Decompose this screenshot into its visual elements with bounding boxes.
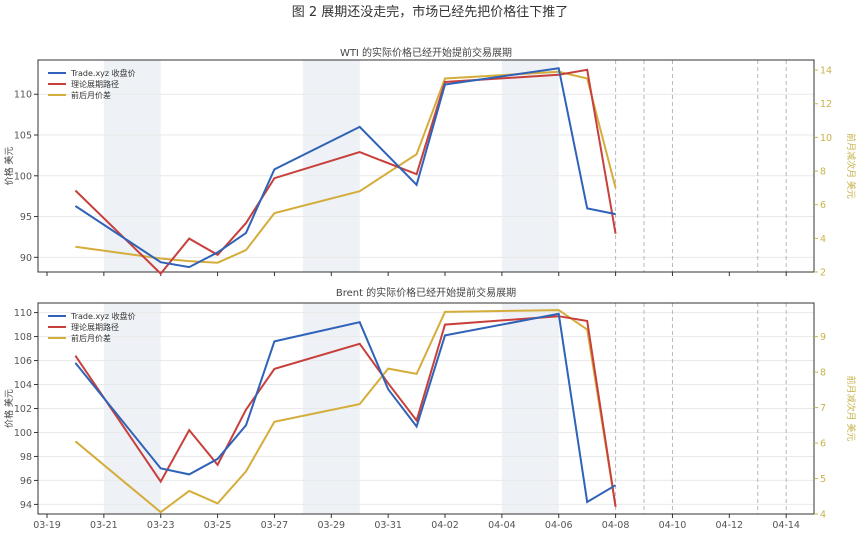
legend-label: Trade.xyz 收盘价	[70, 68, 136, 78]
x-tick-label: 03-25	[204, 520, 232, 531]
legend-label: 前后月价差	[71, 90, 111, 100]
x-tick-label: 04-08	[602, 520, 630, 531]
y-right-tick-label: 6	[820, 439, 826, 450]
y-right-tick-label: 5	[820, 474, 826, 485]
x-tick-label: 03-19	[33, 520, 61, 531]
series-line-1	[74, 68, 617, 276]
brent-chart-panel: Brent 的实际价格已经开始提前交易展期9496981001021041061…	[3, 286, 857, 531]
y-right-tick-label: 2	[820, 268, 826, 279]
y-axis-label: 价格 美元	[3, 147, 15, 186]
y-right-tick-label: 12	[820, 99, 832, 110]
legend-label: 前后月价差	[71, 333, 111, 343]
y-tick-label: 110	[14, 90, 32, 101]
y-axis-label: 价格 美元	[3, 389, 15, 428]
y-tick-label: 108	[14, 332, 32, 343]
y-right-tick-label: 14	[820, 66, 832, 77]
legend-label: 理论展期路径	[71, 322, 119, 332]
x-tick-label: 03-21	[90, 520, 118, 531]
y-tick-label: 100	[14, 171, 32, 182]
shaded-band	[103, 60, 161, 272]
y-tick-label: 96	[20, 476, 32, 487]
legend-label: 理论展期路径	[71, 79, 119, 89]
y-right-axis-label: 前月减次月 美元	[845, 376, 857, 442]
y-tick-label: 102	[14, 404, 32, 415]
y-tick-label: 105	[14, 131, 32, 142]
chart-title: Brent 的实际价格已经开始提前交易展期	[336, 286, 516, 299]
y-right-tick-label: 10	[820, 133, 832, 144]
y-right-tick-label: 6	[820, 200, 826, 211]
y-tick-label: 95	[20, 212, 32, 223]
x-tick-label: 03-23	[147, 520, 175, 531]
x-tick-label: 04-02	[431, 520, 459, 531]
x-tick-label: 04-12	[716, 520, 744, 531]
y-right-tick-label: 8	[820, 368, 826, 379]
y-tick-label: 100	[14, 428, 32, 439]
x-tick-label: 03-31	[374, 520, 402, 531]
y-right-tick-label: 4	[820, 234, 826, 245]
wti-chart-panel: WTI 的实际价格已经开始提前交易展期 90 95 100 105 110 2 4 6 8 10 12…	[3, 46, 857, 279]
y-tick-label: 90	[20, 253, 32, 264]
x-tick-label: 03-29	[317, 520, 345, 531]
x-tick-label: 04-14	[772, 520, 800, 531]
figure-title: 图 2 展期还没走完，市场已经先把价格往下推了	[292, 4, 569, 20]
y-right-axis-label: 前月减次月 美元	[845, 133, 857, 199]
y-tick-label: 110	[14, 308, 32, 319]
y-right-tick-label: 7	[820, 403, 826, 414]
plot-frame	[37, 59, 815, 273]
y-tick-label: 106	[14, 356, 32, 367]
x-tick-label: 04-06	[545, 520, 573, 531]
y-tick-label: 94	[20, 500, 32, 511]
y-right-tick-label: 4	[820, 510, 826, 521]
x-tick-label: 04-10	[659, 520, 687, 531]
series-line-2	[74, 309, 617, 514]
series-line-0	[74, 312, 617, 504]
y-right-tick-label: 9	[820, 332, 826, 343]
chart-title: WTI 的实际价格已经开始提前交易展期	[340, 46, 512, 59]
y-tick-label: 104	[14, 380, 32, 391]
legend-label: Trade.xyz 收盘价	[70, 311, 136, 321]
series-line-0	[74, 67, 616, 269]
x-tick-label: 03-27	[261, 520, 289, 531]
x-tick-label: 04-04	[488, 520, 516, 531]
y-right-tick-label: 8	[820, 167, 826, 178]
y-tick-label: 98	[20, 452, 32, 463]
shaded-band	[501, 60, 559, 272]
